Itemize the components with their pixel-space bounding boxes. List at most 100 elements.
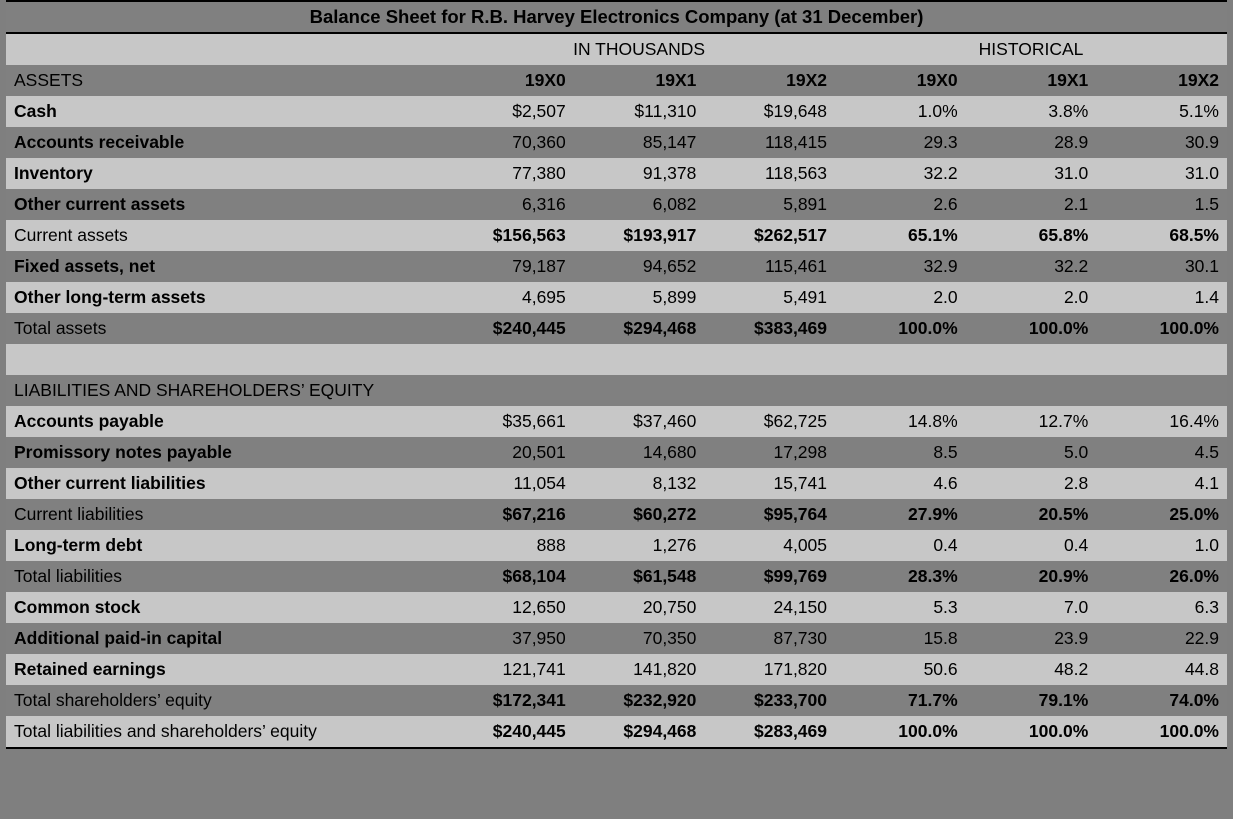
row-value	[965, 375, 1097, 406]
row-value: 65.1%	[835, 220, 966, 251]
column-header-year-2: 19X2	[704, 65, 836, 96]
table-row: Common stock 12,650 20,750 24,150 5.3 7.0 6.3	[6, 592, 1227, 623]
row-label: Total liabilities and shareholders’ equi…	[6, 716, 444, 749]
row-value: 16.4%	[1096, 406, 1227, 437]
table-row: Accounts payable $35,661 $37,460 $62,725 14.…	[6, 406, 1227, 437]
table-row: Total liabilities $68,104 $61,548 $99,769 28…	[6, 561, 1227, 592]
row-value	[704, 375, 836, 406]
row-value: 0.4	[965, 530, 1097, 561]
row-label: Total assets	[6, 313, 444, 344]
row-value: $383,469	[704, 313, 836, 344]
row-value: 121,741	[443, 654, 574, 685]
row-value: 20,750	[573, 592, 705, 623]
row-value: 87,730	[704, 623, 836, 654]
table-row	[6, 344, 1227, 375]
row-value: 0.4	[835, 530, 966, 561]
row-value: 22.9	[1096, 623, 1227, 654]
row-value: 85,147	[573, 127, 705, 158]
row-value: 29.3	[835, 127, 966, 158]
row-label: Common stock	[6, 592, 444, 623]
row-value: 28.9	[965, 127, 1097, 158]
row-value: 118,563	[704, 158, 836, 189]
row-value: $37,460	[573, 406, 705, 437]
row-value: 44.8	[1096, 654, 1227, 685]
row-value: 26.0%	[1096, 561, 1227, 592]
row-value: 30.9	[1096, 127, 1227, 158]
row-value	[443, 375, 574, 406]
row-value: 1.0%	[835, 96, 966, 127]
row-value: 17,298	[704, 437, 836, 468]
table-row: Current assets $156,563 $193,917 $262,517 65…	[6, 220, 1227, 251]
row-value: 1.5	[1096, 189, 1227, 220]
row-value: 4.5	[1096, 437, 1227, 468]
row-value: 70,360	[443, 127, 574, 158]
row-value: 25.0%	[1096, 499, 1227, 530]
table-row: Additional paid-in capital 37,950 70,350 87…	[6, 623, 1227, 654]
row-value: 8,132	[573, 468, 705, 499]
row-value: 888	[443, 530, 574, 561]
row-value: 2.6	[835, 189, 966, 220]
row-value: 14,680	[573, 437, 705, 468]
row-value: $233,700	[704, 685, 836, 716]
row-value: $19,648	[704, 96, 836, 127]
row-value: 65.8%	[965, 220, 1097, 251]
row-value: $172,341	[443, 685, 574, 716]
row-value: 91,378	[573, 158, 705, 189]
column-header-year-1: 19X1	[573, 65, 705, 96]
table-row: Retained earnings 121,741 141,820 171,820 50…	[6, 654, 1227, 685]
row-value: 100.0%	[965, 313, 1097, 344]
row-value	[835, 344, 966, 375]
table-row: Long-term debt 888 1,276 4,005 0.4 0.4 1.0	[6, 530, 1227, 561]
row-value	[573, 344, 705, 375]
row-label: Additional paid-in capital	[6, 623, 444, 654]
row-label: Cash	[6, 96, 444, 127]
table-row: Fixed assets, net 79,187 94,652 115,461 32.9…	[6, 251, 1227, 282]
row-value: 12.7%	[965, 406, 1097, 437]
row-value: 5,891	[704, 189, 836, 220]
row-value: 100.0%	[835, 313, 966, 344]
row-value: 100.0%	[1096, 313, 1227, 344]
group-header-in-thousands: IN THOUSANDS	[443, 33, 836, 65]
row-value: 79,187	[443, 251, 574, 282]
row-value: 20,501	[443, 437, 574, 468]
table-row: Accounts receivable 70,360 85,147 118,415 29…	[6, 127, 1227, 158]
row-value: $61,548	[573, 561, 705, 592]
row-label: Total liabilities	[6, 561, 444, 592]
row-value: 71.7%	[835, 685, 966, 716]
row-value: 5,491	[704, 282, 836, 313]
row-value: $294,468	[573, 716, 705, 749]
row-value: 70,350	[573, 623, 705, 654]
row-value: 50.6	[835, 654, 966, 685]
table-row: Total shareholders’ equity $172,341 $232,9…	[6, 685, 1227, 716]
row-value: 100.0%	[965, 716, 1097, 749]
row-value: 1.4	[1096, 282, 1227, 313]
row-value: 32.9	[835, 251, 966, 282]
row-value: 115,461	[704, 251, 836, 282]
row-value: 118,415	[704, 127, 836, 158]
row-value: 2.8	[965, 468, 1097, 499]
row-value: $240,445	[443, 313, 574, 344]
row-value: $193,917	[573, 220, 705, 251]
row-value: 2.1	[965, 189, 1097, 220]
row-label: Retained earnings	[6, 654, 444, 685]
column-header-assets: ASSETS	[6, 65, 444, 96]
row-label: Accounts receivable	[6, 127, 444, 158]
table-row: Inventory 77,380 91,378 118,563 32.2 31.0 31.0	[6, 158, 1227, 189]
row-value: 94,652	[573, 251, 705, 282]
row-value: 5.1%	[1096, 96, 1227, 127]
row-label: Current liabilities	[6, 499, 444, 530]
row-value: $95,764	[704, 499, 836, 530]
row-value: 74.0%	[1096, 685, 1227, 716]
row-value: $294,468	[573, 313, 705, 344]
row-value: 30.1	[1096, 251, 1227, 282]
row-value: $99,769	[704, 561, 836, 592]
row-value: 5.0	[965, 437, 1097, 468]
column-header-year-3: 19X0	[835, 65, 966, 96]
row-value: 15,741	[704, 468, 836, 499]
row-value	[965, 344, 1097, 375]
row-value: 6,082	[573, 189, 705, 220]
row-value: $35,661	[443, 406, 574, 437]
row-value: 5,899	[573, 282, 705, 313]
row-value	[835, 375, 966, 406]
row-value	[704, 344, 836, 375]
